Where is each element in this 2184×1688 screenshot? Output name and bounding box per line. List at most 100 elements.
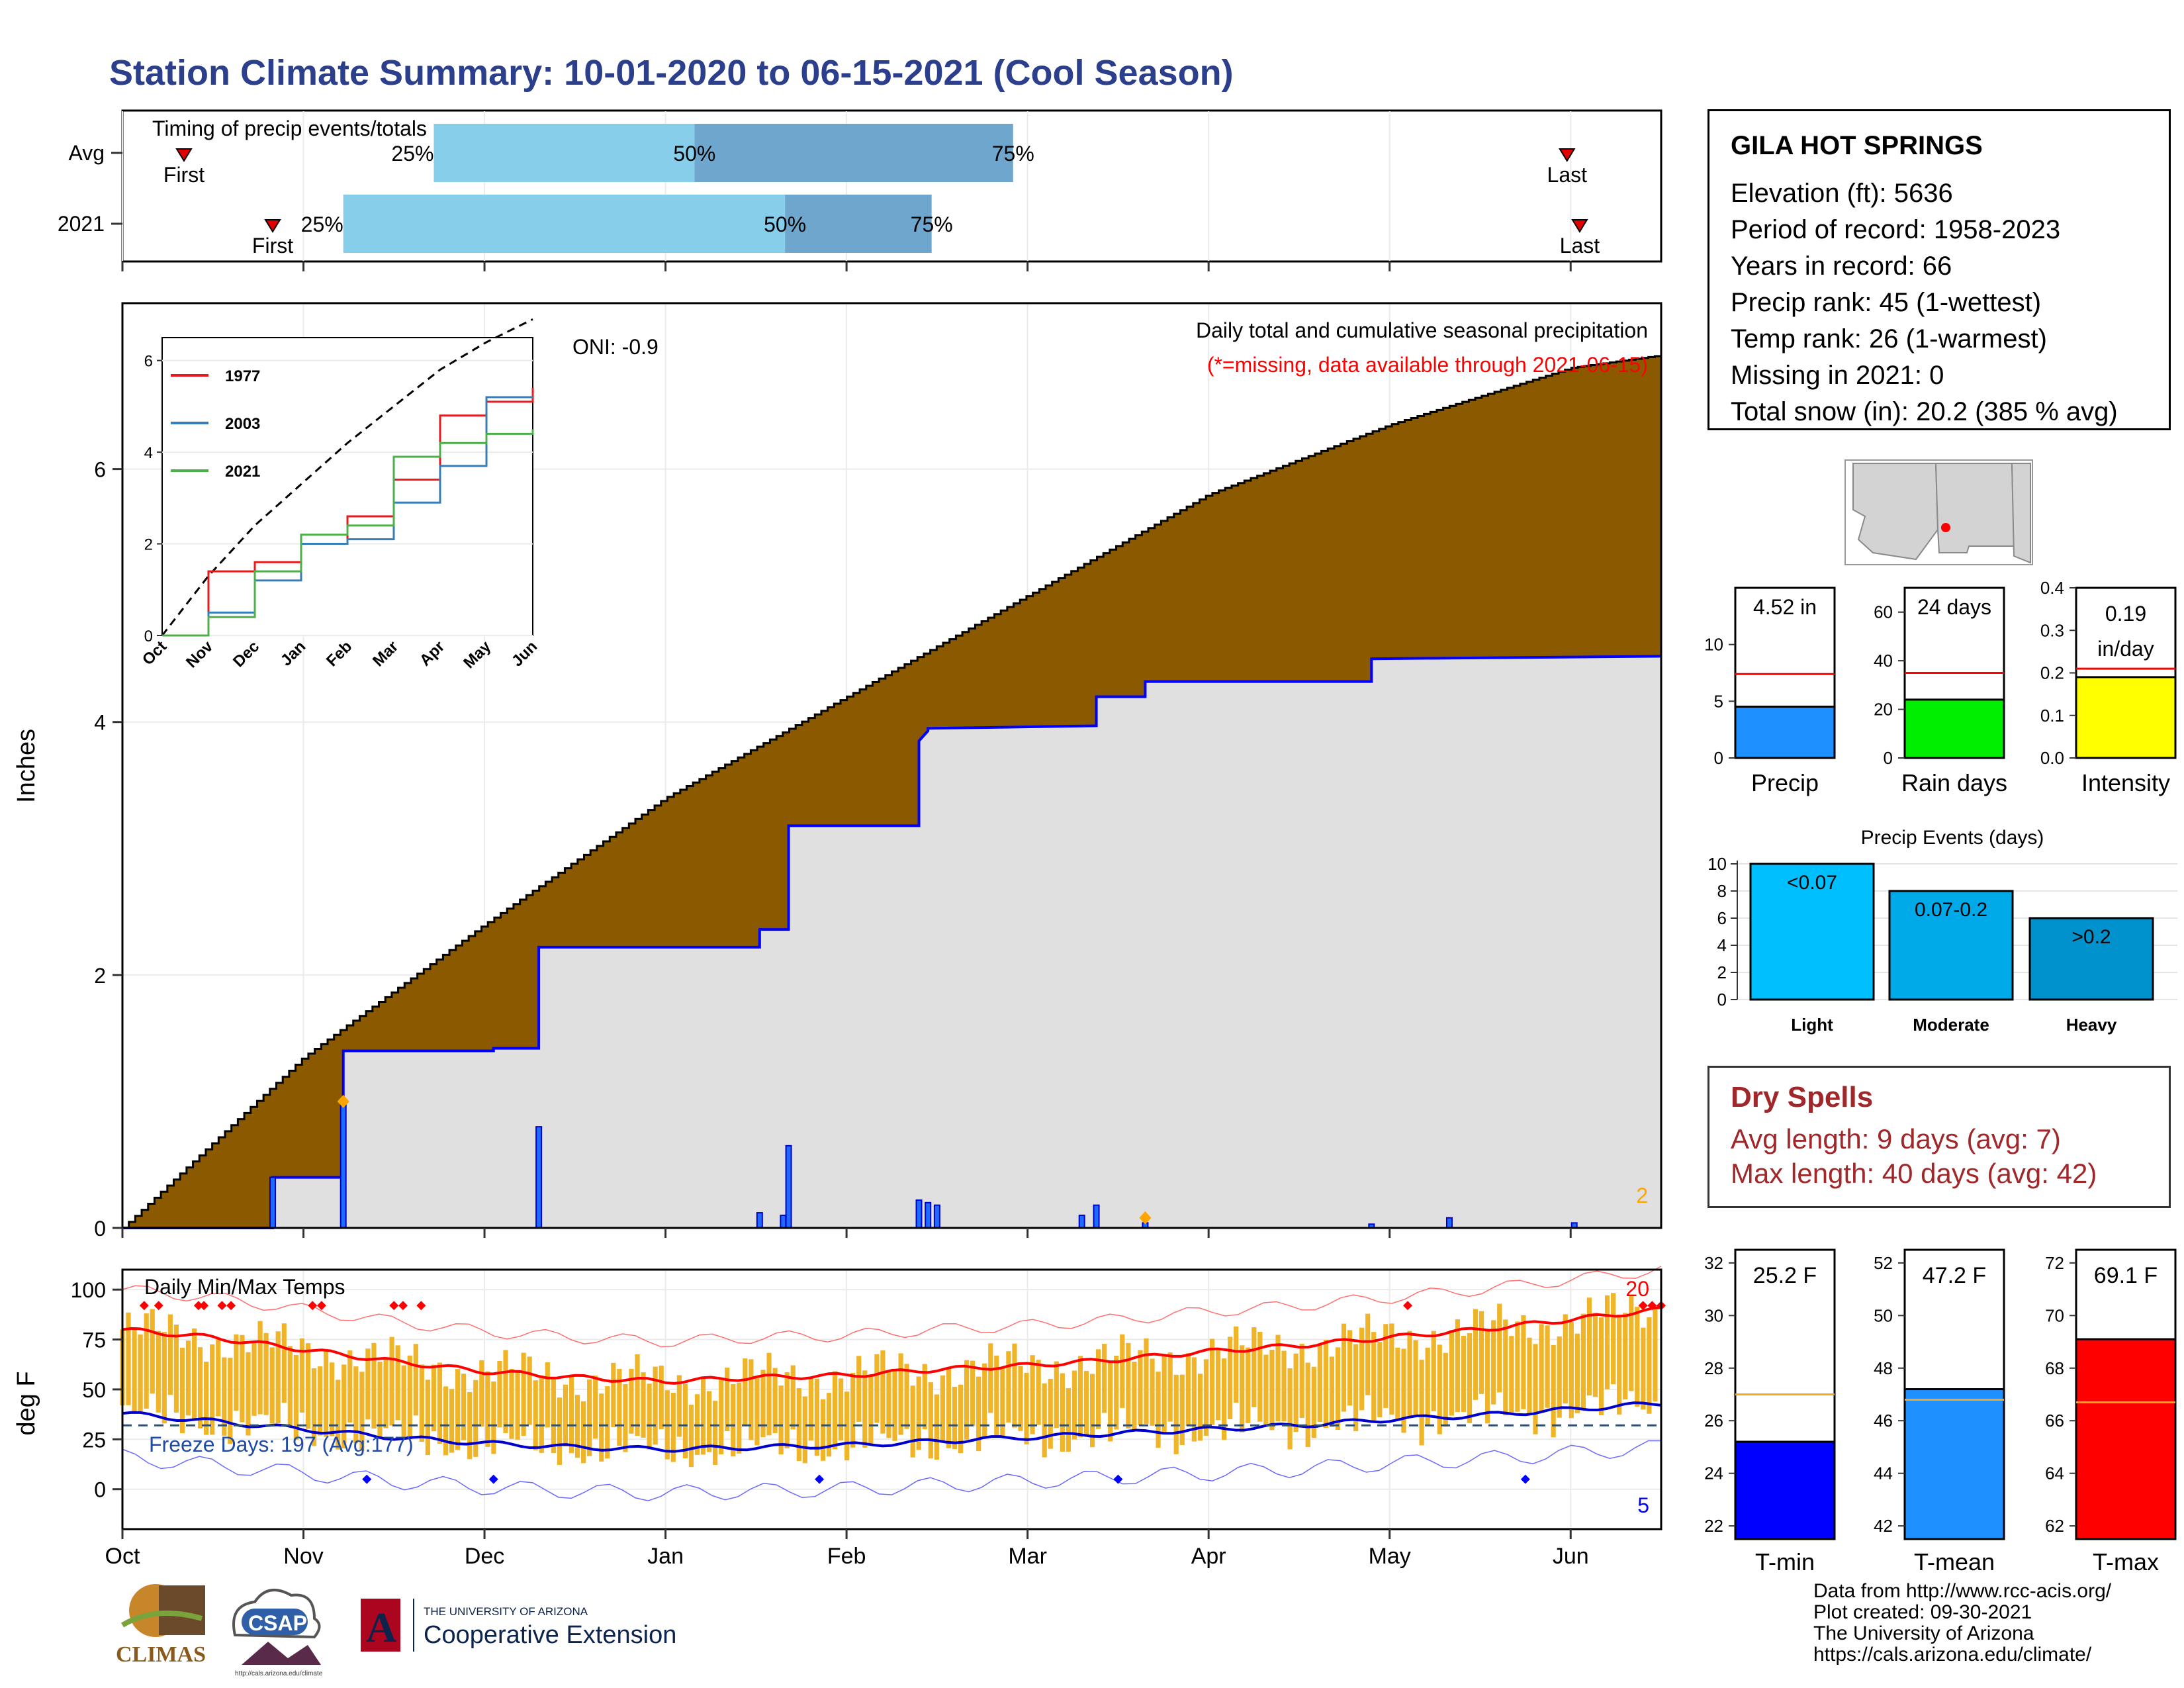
inset-legend-label: 2021: [225, 463, 260, 481]
temp-summary-bar: [1734, 1440, 1836, 1540]
daily-temp-bar: [976, 1376, 981, 1452]
daily-temp-bar: [964, 1360, 970, 1440]
daily-temp-bar: [198, 1347, 203, 1429]
daily-temp-bar: [1515, 1321, 1520, 1412]
snow-marker: [337, 1094, 349, 1108]
summary-y-tick-label: 40: [1874, 651, 1893, 671]
daily-temp-bar: [1419, 1360, 1424, 1446]
daily-temp-bar: [850, 1372, 856, 1448]
station-elevation: Elevation (ft): 5636: [1731, 179, 1953, 208]
daily-temp-bar: [1467, 1333, 1473, 1423]
timing-heading: Timing of precip events/totals: [152, 117, 427, 140]
summary-value-label: 4.52 in: [1753, 595, 1817, 619]
station-period: Period of record: 1958-2023: [1731, 215, 2061, 244]
timing-p50-label: 50%: [673, 142, 715, 165]
daily-temp-bar: [1395, 1347, 1400, 1420]
month-label: Apr: [1191, 1544, 1226, 1569]
station-info-box: GILA HOT SPRINGS Elevation (ft): 5636 Pe…: [1707, 109, 2171, 430]
daily-temp-bar: [1144, 1338, 1149, 1424]
temp-summary-bar: [1903, 1388, 2005, 1540]
avg-min-temp-line: [122, 1401, 1662, 1453]
new-mexico-shape: [1934, 463, 2015, 553]
daily-temp-bar: [167, 1314, 173, 1395]
events-category-label: Moderate: [1913, 1015, 1989, 1035]
daily-temp-bar: [371, 1342, 377, 1429]
events-category-label: Heavy: [2066, 1015, 2117, 1035]
daily-temp-bar: [1359, 1327, 1365, 1411]
daily-temp-bar: [725, 1367, 730, 1432]
timing-first-marker: [264, 219, 281, 233]
daily-temp-bar: [311, 1368, 317, 1446]
daily-temp-bar: [144, 1313, 149, 1409]
daily-temp-bar: [659, 1365, 664, 1429]
record-high-marker: [154, 1301, 163, 1311]
timing-last-marker: [1571, 219, 1588, 233]
main-y-tick-label: 0: [94, 1217, 106, 1241]
record-low-marker: [1113, 1474, 1123, 1484]
daily-temp-bar: [1347, 1330, 1353, 1406]
summary-bar-charts: 0 5 10 4.52 in Precip 0 20 40 60 24 days Rain days…: [1704, 578, 2177, 796]
inset-legend-label: 1977: [225, 367, 260, 385]
daily-temp-bar: [269, 1347, 275, 1424]
daily-temp-bar: [185, 1340, 191, 1416]
daily-temp-bar: [1598, 1317, 1604, 1415]
events-title: Precip Events (days): [1861, 827, 2044, 849]
daily-temp-bar: [1365, 1313, 1371, 1395]
timing-p75-label: 75%: [911, 212, 953, 236]
daily-temp-bar: [1455, 1319, 1461, 1413]
temp-summary-y-tick-label: 70: [2045, 1305, 2064, 1325]
daily-temp-bar: [1156, 1372, 1161, 1448]
daily-temp-bar: [431, 1364, 437, 1432]
daily-temp-bar: [1018, 1366, 1023, 1431]
locator-map: [1844, 459, 2033, 565]
timing-bar-25-50: [433, 124, 695, 182]
daily-temp-bar: [880, 1350, 886, 1434]
daily-temp-bar: [1647, 1317, 1652, 1414]
timing-row-label: 2021: [58, 212, 105, 236]
daily-temp-bar: [299, 1338, 305, 1413]
temp-summary-y-tick-label: 24: [1704, 1464, 1723, 1483]
footer-university: The University of Arizona: [1813, 1622, 2034, 1644]
daily-temp-bar: [455, 1369, 461, 1450]
summary-y-tick-label: 60: [1874, 602, 1893, 622]
events-bar-label: 0.07-0.2: [1915, 899, 1987, 921]
daily-temp-bar: [1246, 1347, 1251, 1423]
daily-temp-bar: [593, 1376, 598, 1439]
daily-temp-bar: [886, 1372, 891, 1438]
daily-temp-bar: [347, 1350, 353, 1423]
daily-temp-bar: [557, 1397, 563, 1465]
temp-plot-bg: [122, 1270, 1661, 1529]
oni-label: ONI: -0.9: [572, 335, 659, 359]
temp-summary-y-tick-label: 66: [2045, 1411, 2064, 1430]
daily-temp-bar: [1102, 1344, 1107, 1413]
daily-temp-bar: [599, 1393, 604, 1462]
daily-temp-bar: [1293, 1353, 1298, 1432]
daily-temp-bar: [443, 1386, 449, 1456]
daily-temp-bar: [1228, 1336, 1233, 1419]
record-high-marker: [308, 1301, 318, 1311]
daily-temp-bar: [1030, 1355, 1035, 1434]
daily-temp-bar: [1443, 1352, 1448, 1427]
daily-temp-bar: [1533, 1344, 1538, 1434]
temp-summary-value-label: 25.2 F: [1753, 1263, 1817, 1288]
daily-temp-bar: [910, 1385, 915, 1458]
daily-temp-bar: [1557, 1336, 1562, 1418]
daily-temp-bar: [1275, 1335, 1281, 1422]
daily-temp-bar: [1251, 1327, 1257, 1407]
daily-temp-bar: [940, 1375, 945, 1442]
temp-summary-y-tick-label: 42: [1874, 1516, 1893, 1536]
daily-temp-bar: [1479, 1311, 1484, 1394]
daily-temp-bar: [928, 1382, 933, 1459]
daily-temp-bar: [126, 1312, 131, 1405]
daily-temp-bar: [1126, 1342, 1131, 1429]
avg-max-temp-line: [122, 1306, 1662, 1385]
daily-temp-bar: [539, 1377, 544, 1453]
timing-first-label: First: [252, 234, 293, 258]
month-label: May: [1369, 1544, 1411, 1569]
daily-temp-bar: [1299, 1343, 1304, 1418]
timing-p50-label: 50%: [764, 212, 806, 236]
daily-temp-bar: [1024, 1372, 1029, 1445]
temp-summary-y-tick-label: 64: [2045, 1464, 2064, 1483]
daily-temp-bar: [1491, 1320, 1496, 1405]
footer-credits: Data from http://www.rcc-acis.org/ Plot …: [1813, 1581, 2111, 1665]
